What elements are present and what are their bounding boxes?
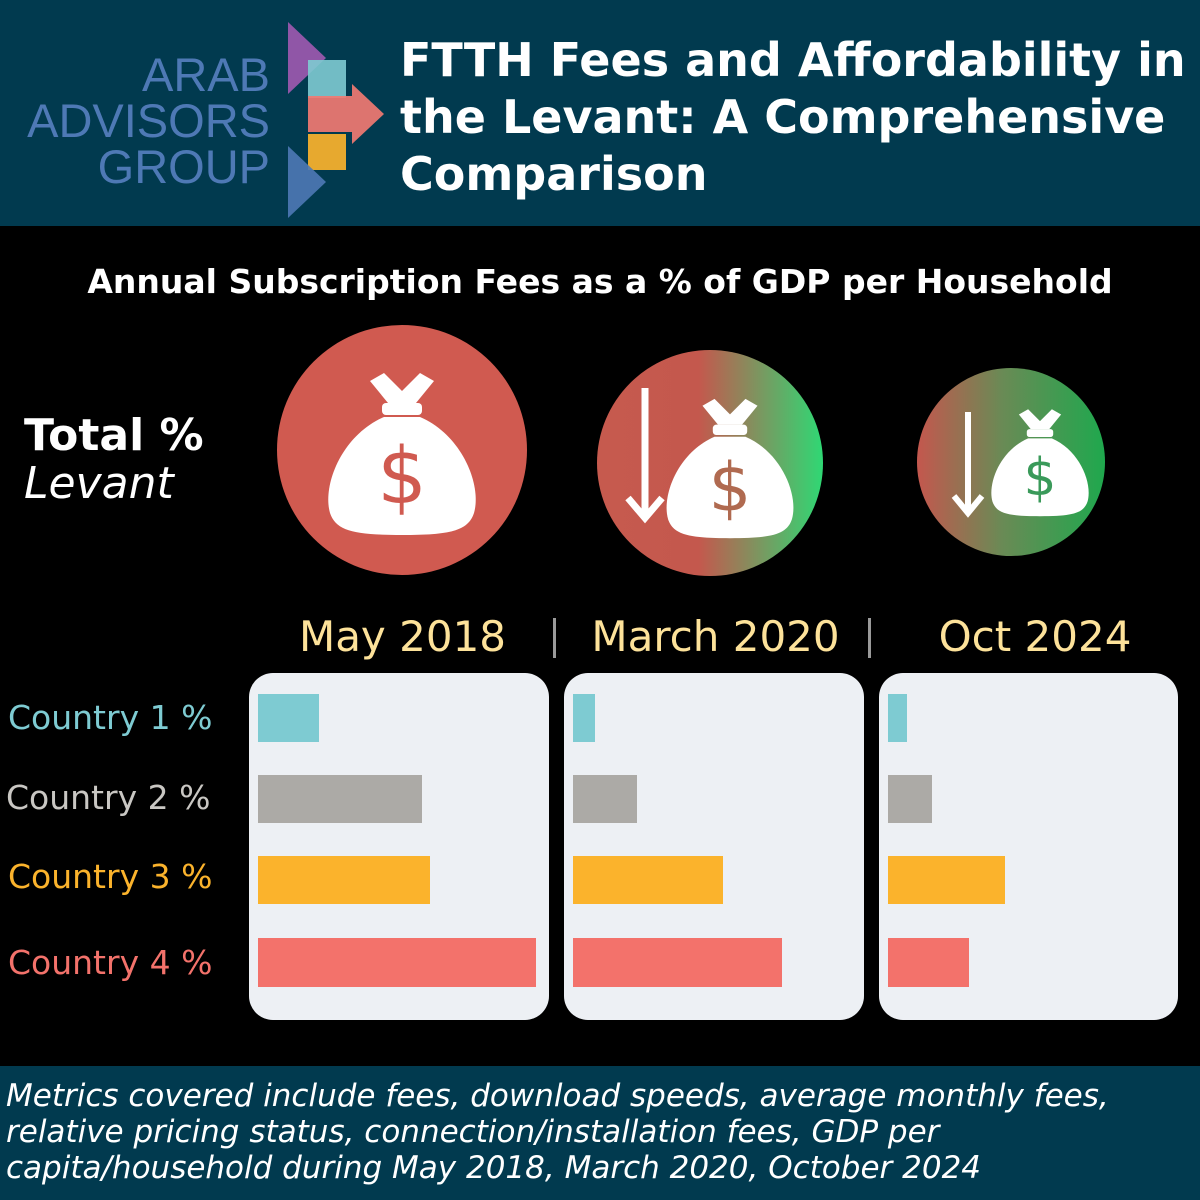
bar-2-1 — [573, 694, 595, 742]
footer-banner: Metrics covered include fees, download s… — [0, 1066, 1200, 1200]
header-banner: ARAB ADVISORS GROUP FTTH Fees and Afford… — [0, 0, 1200, 226]
total-circle-oct-2024: $ — [917, 368, 1105, 556]
bar-3-3 — [888, 856, 1005, 904]
bar-1-1 — [258, 694, 319, 742]
category-label-country-2: Country 2 % — [6, 778, 211, 817]
bar-3-4 — [888, 938, 969, 987]
logo-line: ADVISORS — [27, 94, 270, 147]
bar-2-4 — [573, 938, 782, 987]
category-label-country-4: Country 4 % — [8, 943, 213, 982]
bar-2-3 — [573, 856, 723, 904]
category-label-country-3: Country 3 % — [8, 857, 213, 896]
bar-2-2 — [573, 775, 637, 823]
bar-3-2 — [888, 775, 932, 823]
total-circle-march-2020: $ — [597, 350, 823, 576]
category-label-country-1: Country 1 % — [8, 698, 213, 737]
footer-text: Metrics covered include fees, download s… — [6, 1078, 1109, 1186]
period-separator — [868, 618, 871, 658]
money-bag-icon: $ — [991, 409, 1089, 517]
period-label-may-2018: May 2018 — [298, 612, 507, 661]
down-arrow-icon — [625, 388, 665, 524]
total-levant-label: Total % Levant — [24, 412, 204, 508]
total-icons: $ $ $ — [277, 325, 1105, 576]
total-circle-may-2018: $ — [277, 325, 527, 575]
total-label-line1: Total % — [24, 410, 204, 461]
bar-panel-may-2018 — [249, 673, 549, 1020]
period-label-oct-2024: Oct 2024 — [938, 612, 1132, 661]
bar-panel-march-2020 — [564, 673, 864, 1020]
bar-1-2 — [258, 775, 422, 823]
brand-logo-text: ARAB ADVISORS GROUP — [12, 48, 270, 193]
down-arrow-icon — [951, 412, 985, 518]
bar-1-4 — [258, 938, 536, 987]
svg-text:$: $ — [1024, 448, 1057, 508]
page-title: FTTH Fees and Affordability in the Levan… — [400, 33, 1186, 201]
svg-text:$: $ — [377, 432, 427, 522]
period-label-march-2020: March 2020 — [591, 612, 840, 661]
svg-text:$: $ — [709, 449, 752, 527]
period-separator — [553, 618, 556, 658]
bar-1-3 — [258, 856, 430, 904]
total-label-line2: Levant — [24, 458, 174, 509]
logo-line: GROUP — [97, 140, 270, 193]
money-bag-icon: $ — [666, 398, 794, 539]
bar-3-1 — [888, 694, 907, 742]
bar-panel-oct-2024 — [879, 673, 1178, 1020]
money-bag-icon: $ — [328, 373, 476, 535]
chart-title: Annual Subscription Fees as a % of GDP p… — [87, 262, 1113, 301]
brand-logo-mark — [288, 22, 384, 218]
logo-line: ARAB — [142, 48, 270, 101]
